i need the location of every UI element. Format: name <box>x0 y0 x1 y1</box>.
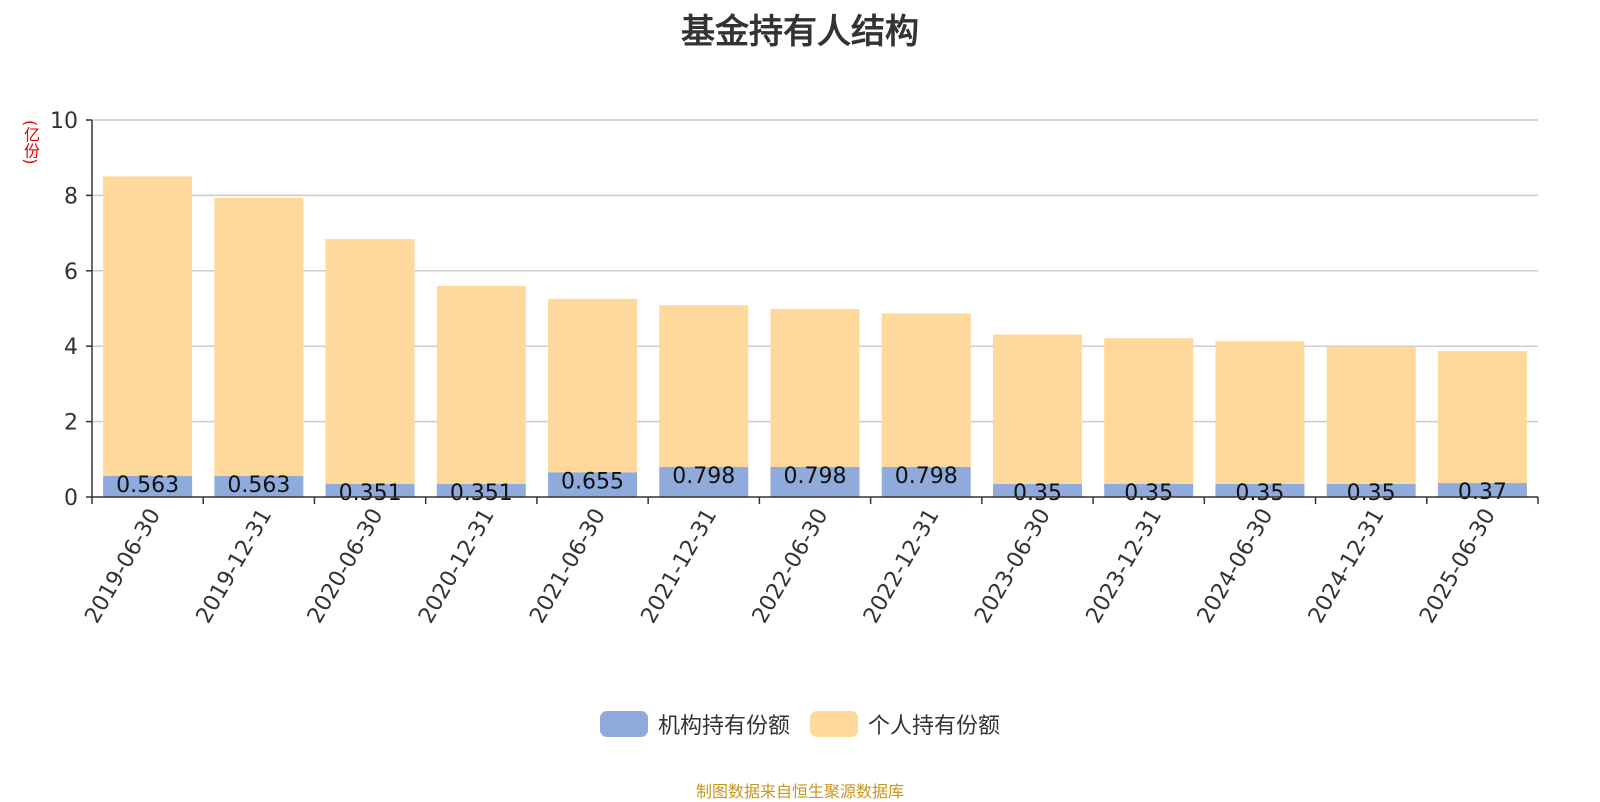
x-tick-label: 2021-12-31 <box>637 505 723 628</box>
bars <box>103 176 1527 497</box>
bar-institution <box>214 475 304 497</box>
bar-institution <box>436 483 526 497</box>
x-tick-label: 2020-12-31 <box>414 505 500 628</box>
x-tick-label: 2021-06-30 <box>525 505 611 628</box>
bar-individual <box>1215 341 1305 484</box>
x-tick-label: 2024-06-30 <box>1193 505 1279 628</box>
data-label-institution: 0.563 <box>116 473 179 498</box>
bar-institution <box>770 466 860 497</box>
bar-individual <box>103 176 193 476</box>
y-tick-label: 8 <box>64 184 78 209</box>
data-label-institution: 0.351 <box>450 481 513 506</box>
y-tick-label: 0 <box>64 486 78 511</box>
bar-individual <box>1104 338 1194 484</box>
legend-label-institution: 机构持有份额 <box>657 714 790 739</box>
bar-institution <box>1104 483 1194 497</box>
data-label-institution: 0.35 <box>1347 481 1396 506</box>
bar-institution <box>881 466 971 497</box>
data-label-institution: 0.563 <box>227 473 290 498</box>
x-tick-label: 2022-06-30 <box>748 505 834 628</box>
y-tick-label: 2 <box>64 411 78 436</box>
legend-item-individual[interactable]: 个人持有份额 <box>810 708 1000 740</box>
bar-institution <box>548 472 638 497</box>
y-tick-label: 4 <box>64 335 78 360</box>
x-tick-label: 2025-06-30 <box>1415 505 1501 628</box>
x-tick-label: 2024-12-31 <box>1304 505 1390 628</box>
bar-individual <box>548 298 638 473</box>
x-tick-label: 2020-06-30 <box>303 505 389 628</box>
bar-institution <box>1437 483 1527 497</box>
data-label-institution: 0.798 <box>895 464 958 489</box>
data-source-footer: 制图数据来自恒生聚源数据库 <box>695 782 904 801</box>
bar-institution <box>103 475 193 497</box>
bar-individual <box>214 197 304 476</box>
bar-individual <box>436 285 526 484</box>
bar-institution <box>325 483 415 497</box>
legend-item-institution[interactable]: 机构持有份额 <box>599 708 790 740</box>
y-tick-label: 6 <box>64 260 78 285</box>
legend: 机构持有份额 个人持有份额 <box>0 708 1600 740</box>
data-label-institution: 0.655 <box>561 469 624 494</box>
bar-individual <box>1437 351 1527 484</box>
legend-swatch-individual <box>810 711 858 737</box>
data-label-institution: 0.351 <box>339 481 402 506</box>
data-label-institution: 0.37 <box>1458 480 1507 505</box>
y-axis-unit: (亿份) <box>21 120 40 165</box>
x-tick-label: 2023-06-30 <box>970 505 1056 628</box>
data-label-institution: 0.798 <box>784 464 847 489</box>
x-tick-label: 2019-12-31 <box>192 505 278 628</box>
bar-individual <box>881 313 971 467</box>
bar-individual <box>770 308 860 467</box>
chart-title: 基金持有人结构 <box>681 12 919 52</box>
data-labels: 0.563 0.563 0.351 0.351 0.655 0.798 0.798 0.798… <box>116 464 1507 506</box>
x-tick-label: 2023-12-31 <box>1082 505 1168 628</box>
x-tick-label: 2022-12-31 <box>859 504 945 627</box>
legend-label-individual: 个人持有份额 <box>868 714 1001 739</box>
bar-institution <box>1326 483 1416 497</box>
bar-individual <box>325 239 415 484</box>
legend-swatch-institution <box>599 711 648 737</box>
bar-individual <box>1326 346 1416 484</box>
bar-institution <box>992 483 1082 497</box>
bar-institution <box>1215 483 1305 497</box>
data-label-institution: 0.35 <box>1013 481 1062 506</box>
bar-institution <box>659 466 749 497</box>
bar-individual <box>992 334 1082 484</box>
data-label-institution: 0.798 <box>672 464 735 489</box>
data-label-institution: 0.35 <box>1124 481 1173 506</box>
x-tick-label: 2019-06-30 <box>80 505 166 628</box>
y-tick-label: 10 <box>50 109 78 134</box>
bar-individual <box>659 305 749 467</box>
data-label-institution: 0.35 <box>1235 481 1284 506</box>
